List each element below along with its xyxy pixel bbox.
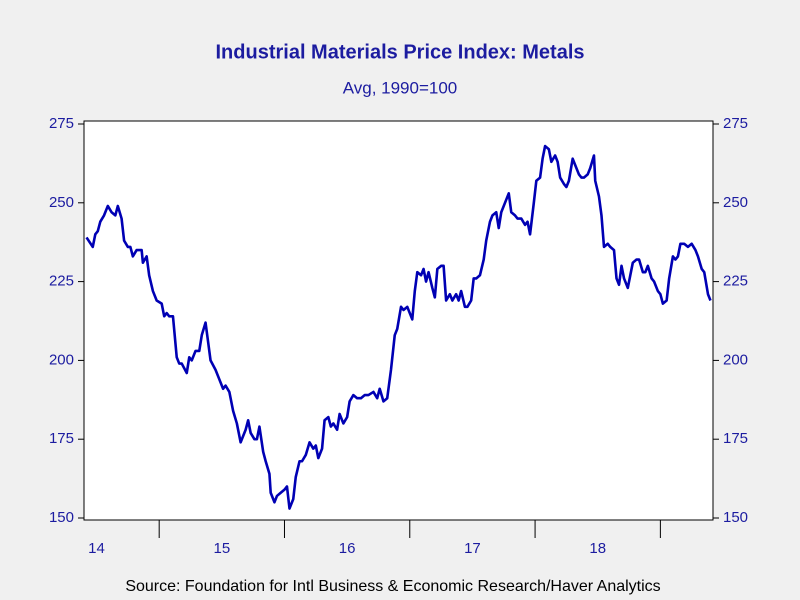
y2-tick-label: 250 — [723, 194, 748, 211]
x-tick-label: 18 — [589, 540, 606, 557]
data-line — [85, 144, 712, 510]
x-tick-label: 14 — [88, 540, 105, 557]
y-tick-label: 225 — [49, 273, 74, 290]
y2-tick-label: 150 — [723, 509, 748, 526]
y-tick-label: 200 — [49, 351, 74, 368]
y2-tick-label: 225 — [723, 273, 748, 290]
y-tick-label: 150 — [49, 509, 74, 526]
x-tick-label: 15 — [213, 540, 230, 557]
y-tick-label: 275 — [49, 115, 74, 132]
y2-tick-label: 200 — [723, 351, 748, 368]
y-tick-label: 175 — [49, 430, 74, 447]
y2-tick-label: 175 — [723, 430, 748, 447]
y-tick-label: 250 — [49, 194, 74, 211]
y2-tick-label: 275 — [723, 115, 748, 132]
chart-subtitle: Avg, 1990=100 — [343, 78, 458, 97]
x-tick-label: 16 — [339, 540, 356, 557]
chart-title: Industrial Materials Price Index: Metals — [215, 41, 584, 63]
x-tick-label: 17 — [464, 540, 481, 557]
source-note: Source: Foundation for Intl Business & E… — [125, 578, 660, 595]
